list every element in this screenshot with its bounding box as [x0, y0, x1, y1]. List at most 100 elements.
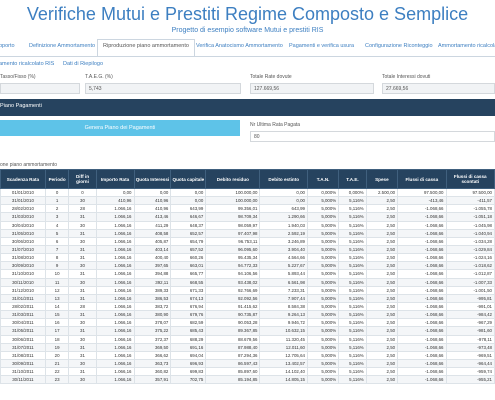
cell-tan: 5,000%: [306, 244, 340, 255]
cell-debito-estinto: 0,00: [259, 196, 308, 206]
cell-importo-rata: 1.066,16: [95, 342, 135, 352]
table-row: 31/08/2011 20 31 1.066,16 366,62 694,04 87.294…: [0, 350, 495, 360]
cell-tan: 5,000%: [306, 301, 340, 312]
cell-diff-giorni: 28: [68, 204, 97, 214]
cell-debito-residuo: 86.597,43: [205, 358, 261, 369]
cell-quota-interessi: 0,00: [133, 187, 172, 198]
tab-ammortamento-ricalcolato-ris[interactable]: amento ricalcolato RIS: [0, 61, 55, 67]
cell-diff-giorni: 28: [68, 301, 97, 312]
cell-tan: 5,000%: [306, 310, 340, 320]
cell-tan: 5,000%: [306, 196, 340, 206]
cell-flussi-cassa-scontati: -1.007,33: [445, 277, 495, 287]
cell-flussi-cassa-scontati: 97.500,00: [445, 187, 495, 198]
cell-quota-interessi: 369,50: [133, 342, 172, 352]
cell-diff-giorni: 31: [68, 367, 97, 377]
tab-dati-riepilogo[interactable]: Dati di Riepilogo: [63, 61, 104, 67]
cell-debito-estinto: 8.584,38: [259, 301, 308, 312]
cell-importo-rata: 1.066,16: [95, 228, 135, 238]
ultima-rata-label: Nr Ultima Rata Pagata: [250, 122, 301, 128]
cell-flussi-cassa: 97.500,00: [397, 187, 447, 198]
cell-quota-interessi: 383,72: [133, 301, 172, 312]
table-row: 31/10/2010 10 31 1.066,16 394,88 665,77 94.106…: [0, 269, 495, 279]
cell-debito-residuo: 100.000,00: [205, 187, 261, 198]
cell-spese: 2,50: [365, 310, 399, 320]
table-row: 31/07/2010 7 31 1.066,16 403,14 657,52 96.095,…: [0, 244, 495, 255]
tab-divider: [0, 56, 495, 57]
column-header-diff-giorni: Diff in giorni: [68, 169, 97, 189]
column-header-debito-residuo: Debito residuo: [205, 169, 261, 189]
cell-tae: 5,116%: [338, 334, 367, 344]
cell-debito-estinto: 9.946,72: [259, 318, 308, 328]
cell-tan: 5,000%: [306, 350, 340, 360]
cell-scadenza: 31/05/2010: [0, 228, 46, 238]
cell-tae: 5,116%: [338, 220, 367, 230]
cell-importo-rata: 1.066,16: [95, 375, 135, 385]
column-header-spese: Spese: [365, 169, 399, 189]
cell-importo-rata: 1.066,16: [95, 350, 135, 360]
table-row: 31/05/2011 17 31 1.066,16 375,22 685,43 89.367…: [0, 326, 495, 336]
cell-flussi-cassa: -1.068,66: [397, 244, 447, 255]
tab-configurazione-riconteggio[interactable]: Configurazione Riconteggio: [365, 43, 433, 49]
cell-quota-interessi: 375,22: [133, 326, 172, 336]
cell-diff-giorni: 31: [68, 285, 97, 295]
cell-tan: 5,000%: [306, 334, 340, 344]
cell-importo-rata: 1.066,16: [95, 301, 135, 312]
cell-quota-capitale: 696,93: [170, 358, 207, 369]
amortization-table: Scadenza Rata Periodo Diff in giorni Import…: [0, 169, 495, 385]
cell-spese: 2,50: [365, 350, 399, 360]
cell-importo-rata: 1.066,16: [95, 367, 135, 377]
cell-scadenza: 30/11/2010: [0, 277, 46, 287]
column-header-quota-capitale: Quota capitale: [170, 169, 207, 189]
cell-flussi-cassa: -1.068,66: [397, 212, 447, 222]
tab-definizione-ammortamento[interactable]: Definizione Ammortamento: [29, 43, 96, 49]
tab-riproduzione-piano[interactable]: Riproduzione piano ammortamento: [97, 39, 195, 57]
cell-flussi-cassa: -1.068,66: [397, 301, 447, 312]
cell-diff-giorni: 31: [68, 212, 97, 222]
table-row: 31/05/2010 5 31 1.066,16 408,58 652,57 97.407,…: [0, 228, 495, 238]
cell-scadenza: 31/08/2010: [0, 253, 46, 263]
cell-scadenza: 31/03/2010: [0, 212, 46, 222]
cell-tae: 5,116%: [338, 228, 367, 238]
cell-flussi-cassa: -1.068,66: [397, 253, 447, 263]
cell-quota-capitale: 688,29: [170, 334, 207, 344]
cell-spese: 2,50: [365, 293, 399, 303]
tab-verifica-anatocismo[interactable]: Verifica Anatocismo Ammortamento: [196, 43, 283, 49]
column-header-flussi-cassa-scontati: Flussi di cassa scontati: [445, 169, 495, 189]
cell-debito-residuo: 87.294,36: [205, 350, 261, 360]
cell-tan: 5,000%: [306, 342, 340, 352]
cell-flussi-cassa: -1.068,66: [397, 236, 447, 246]
tab-pagamenti-usura[interactable]: Pagamenti e verifica usura: [289, 43, 355, 49]
cell-quota-capitale: 702,75: [170, 375, 207, 385]
cell-debito-residuo: 89.367,85: [205, 326, 261, 336]
cell-tan: 5,000%: [306, 367, 340, 377]
tab-importo[interactable]: pporto: [0, 43, 15, 49]
cell-tae: 5,116%: [338, 301, 367, 312]
totale-interessi-field[interactable]: 27.669,56: [382, 83, 495, 94]
cell-periodo: 3: [44, 212, 70, 222]
cell-flussi-cassa-scontati: -984,42: [445, 310, 495, 320]
cell-periodo: 14: [44, 301, 70, 312]
cell-spese: 2,50: [365, 326, 399, 336]
generate-plan-button[interactable]: Genera Piano dei Pagamenti: [0, 120, 240, 136]
cell-diff-giorni: 31: [68, 310, 97, 320]
totale-rate-field[interactable]: 127.669,56: [250, 83, 374, 94]
cell-tae: 5,116%: [338, 277, 367, 287]
cell-flussi-cassa-scontati: -995,81: [445, 293, 495, 303]
ultima-rata-field[interactable]: 80: [250, 131, 495, 142]
table-row: 31/10/2011 22 31 1.066,16 360,82 699,83 85.897…: [0, 367, 495, 377]
cell-diff-giorni: 31: [68, 253, 97, 263]
cell-flussi-cassa: -1.068,66: [397, 375, 447, 385]
cell-quota-capitale: 676,94: [170, 301, 207, 312]
cell-importo-rata: 0,00: [95, 187, 135, 198]
cell-debito-estinto: 14.805,15: [259, 375, 308, 385]
cell-spese: 2,50: [365, 244, 399, 255]
cell-flussi-cassa-scontati: -973,48: [445, 342, 495, 352]
tasso-field[interactable]: [0, 83, 80, 94]
tab-ammortamento-ricalcolato[interactable]: Ammortamento ricalcola: [438, 43, 495, 49]
table-row: 31/03/2011 15 31 1.066,16 380,90 679,76 90.735…: [0, 310, 495, 320]
cell-periodo: 12: [44, 285, 70, 295]
cell-diff-giorni: 31: [68, 269, 97, 279]
taeg-field[interactable]: 5,743: [85, 83, 241, 94]
column-header-tan: T.A.N.: [306, 169, 340, 189]
cell-diff-giorni: 30: [68, 375, 97, 385]
